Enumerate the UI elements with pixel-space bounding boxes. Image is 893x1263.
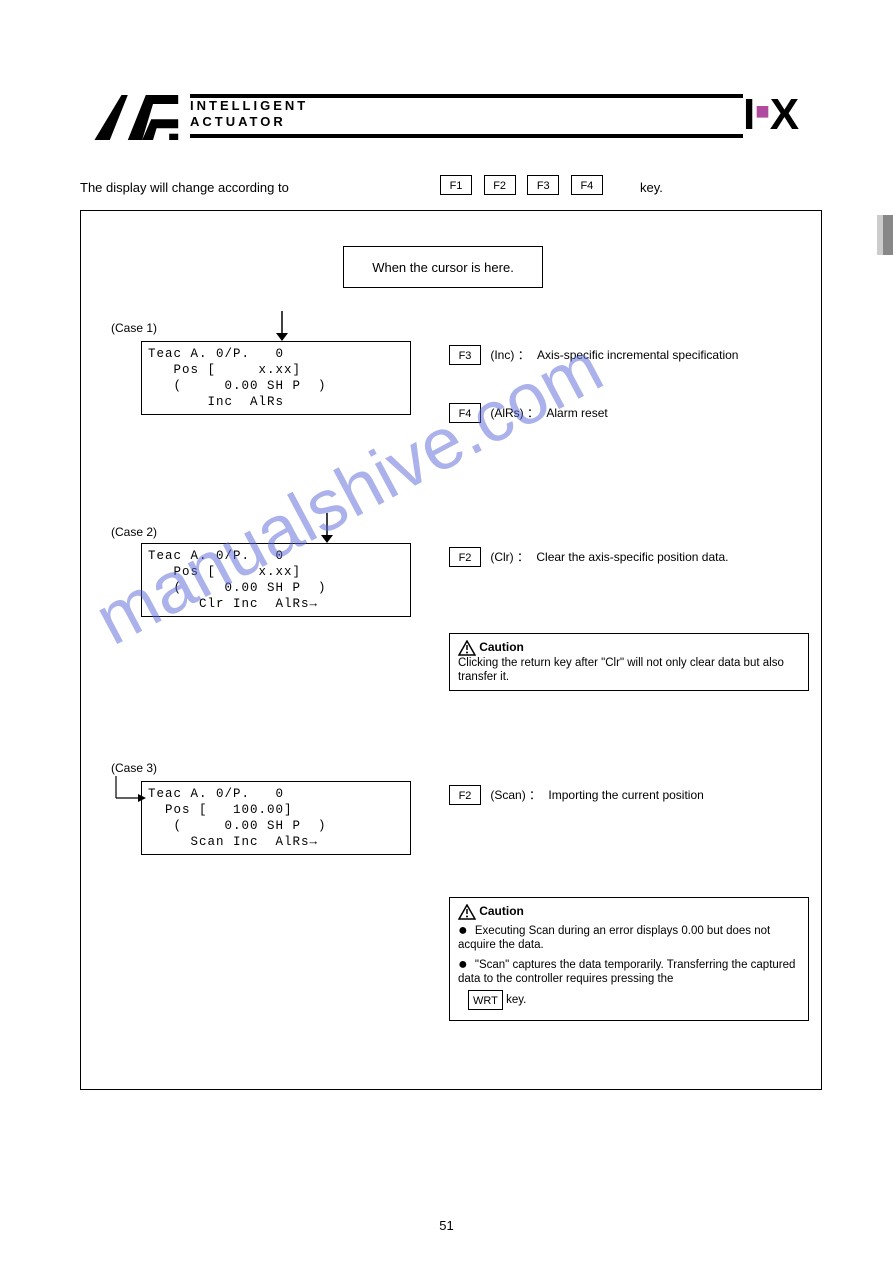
case1-fn2: F4 (AlRs) ： Alarm reset — [449, 403, 608, 423]
f4-key: F4 — [571, 175, 603, 195]
brand-line2: ACTUATOR — [190, 114, 308, 130]
warning-icon-2 — [458, 906, 476, 918]
case3-fn1-label: (Scan) — [490, 788, 525, 802]
f4-keybox: F4 — [449, 403, 481, 423]
lcd1-l2: ( 0.00 SH P ) — [148, 379, 327, 393]
brand-text: INTELLIGENT ACTUATOR — [190, 98, 308, 130]
cursor-note-box: When the cursor is here. — [343, 246, 543, 288]
f3-key: F3 — [527, 175, 559, 195]
lcd-case3: Teac A. 0/P. 0 Pos [ 100.00] ( 0.00 SH P… — [141, 781, 411, 855]
title-key-row: F1 F2 F3 F4 — [440, 175, 611, 195]
case3-label: (Case 3) — [111, 761, 157, 775]
lcd1-l1: Pos [ x.xx] — [148, 363, 301, 377]
ia-logo-icon — [90, 90, 180, 145]
case1-label: (Case 1) — [111, 321, 157, 335]
caution2-title: Caution — [479, 904, 524, 918]
lcd2-l3: Clr Inc AlRs→ — [148, 597, 318, 611]
logo-dot-icon: ■ — [755, 98, 770, 125]
cursor-note-text: When the cursor is here. — [372, 260, 514, 275]
f3-keybox: F3 — [449, 345, 481, 365]
f2-keybox-b: F2 — [449, 785, 481, 805]
bullet-icon-2: ● — [458, 956, 468, 973]
case1-fn2-desc: Alarm reset — [546, 406, 607, 420]
caution2-item2: "Scan" captures the data temporarily. Tr… — [458, 959, 795, 985]
caution2-tail: key. — [506, 994, 526, 1006]
brand-line1: INTELLIGENT — [190, 98, 308, 114]
header: INTELLIGENT ACTUATOR I■X — [90, 90, 803, 150]
f1-key: F1 — [440, 175, 472, 195]
f2-keybox-a: F2 — [449, 547, 481, 567]
case3-fn1-desc: Importing the current position — [548, 788, 703, 802]
caution2-item1: Executing Scan during an error displays … — [458, 925, 770, 951]
caution-box-1: Caution Clicking the return key after "C… — [449, 633, 809, 691]
title-prefix: The display will change according to — [80, 180, 289, 195]
header-rule-bottom — [190, 134, 743, 138]
case1-fn2-label: (AlRs) — [490, 406, 523, 420]
side-tab — [883, 215, 893, 255]
case1-fn1-label: (Inc) — [490, 348, 514, 362]
main-frame: When the cursor is here. (Case 1) Teac A… — [80, 210, 822, 1090]
lcd3-l1: Pos [ 100.00] — [148, 803, 293, 817]
warning-icon — [458, 642, 476, 654]
wrt-key: WRT — [468, 990, 503, 1010]
case3-fn1: F2 (Scan) ： Importing the current positi… — [449, 785, 704, 805]
case2-fn1-label: (Clr) — [490, 550, 513, 564]
ix-logo: I■X — [743, 90, 803, 145]
lcd3-l2: ( 0.00 SH P ) — [148, 819, 327, 833]
caution-box-2: Caution ● Executing Scan during an error… — [449, 897, 809, 1021]
lcd2-l2: ( 0.00 SH P ) — [148, 581, 327, 595]
bullet-icon: ● — [458, 922, 468, 939]
case2-label: (Case 2) — [111, 525, 157, 539]
page: INTELLIGENT ACTUATOR I■X The display wil… — [0, 0, 893, 1263]
arrow-right-icon — [106, 776, 146, 809]
lcd-case2: Teac A. 0/P. 0 Pos [ x.xx] ( 0.00 SH P )… — [141, 543, 411, 617]
case1-fn1: F3 (Inc) ： Axis-specific incremental spe… — [449, 345, 738, 365]
title-suffix: key. — [640, 180, 663, 195]
page-number: 51 — [0, 1218, 893, 1233]
caution1-body: Clicking the return key after "Clr" will… — [458, 657, 784, 683]
lcd1-l0: Teac A. 0/P. 0 — [148, 347, 284, 361]
lcd2-l1: Pos [ x.xx] — [148, 565, 301, 579]
case1-fn1-desc: Axis-specific incremental specification — [537, 348, 738, 362]
lcd1-l3: Inc AlRs — [148, 395, 310, 409]
lcd-case1: Teac A. 0/P. 0 Pos [ x.xx] ( 0.00 SH P )… — [141, 341, 411, 415]
lcd3-l3: Scan Inc AlRs→ — [148, 835, 318, 849]
case2-fn1-desc: Clear the axis-specific position data. — [536, 550, 728, 564]
lcd3-l0: Teac A. 0/P. 0 — [148, 787, 284, 801]
caution1-title: Caution — [479, 640, 524, 654]
lcd2-l0: Teac A. 0/P. 0 — [148, 549, 284, 563]
f2-key: F2 — [484, 175, 516, 195]
case2-fn1: F2 (Clr) ： Clear the axis-specific posit… — [449, 547, 728, 567]
